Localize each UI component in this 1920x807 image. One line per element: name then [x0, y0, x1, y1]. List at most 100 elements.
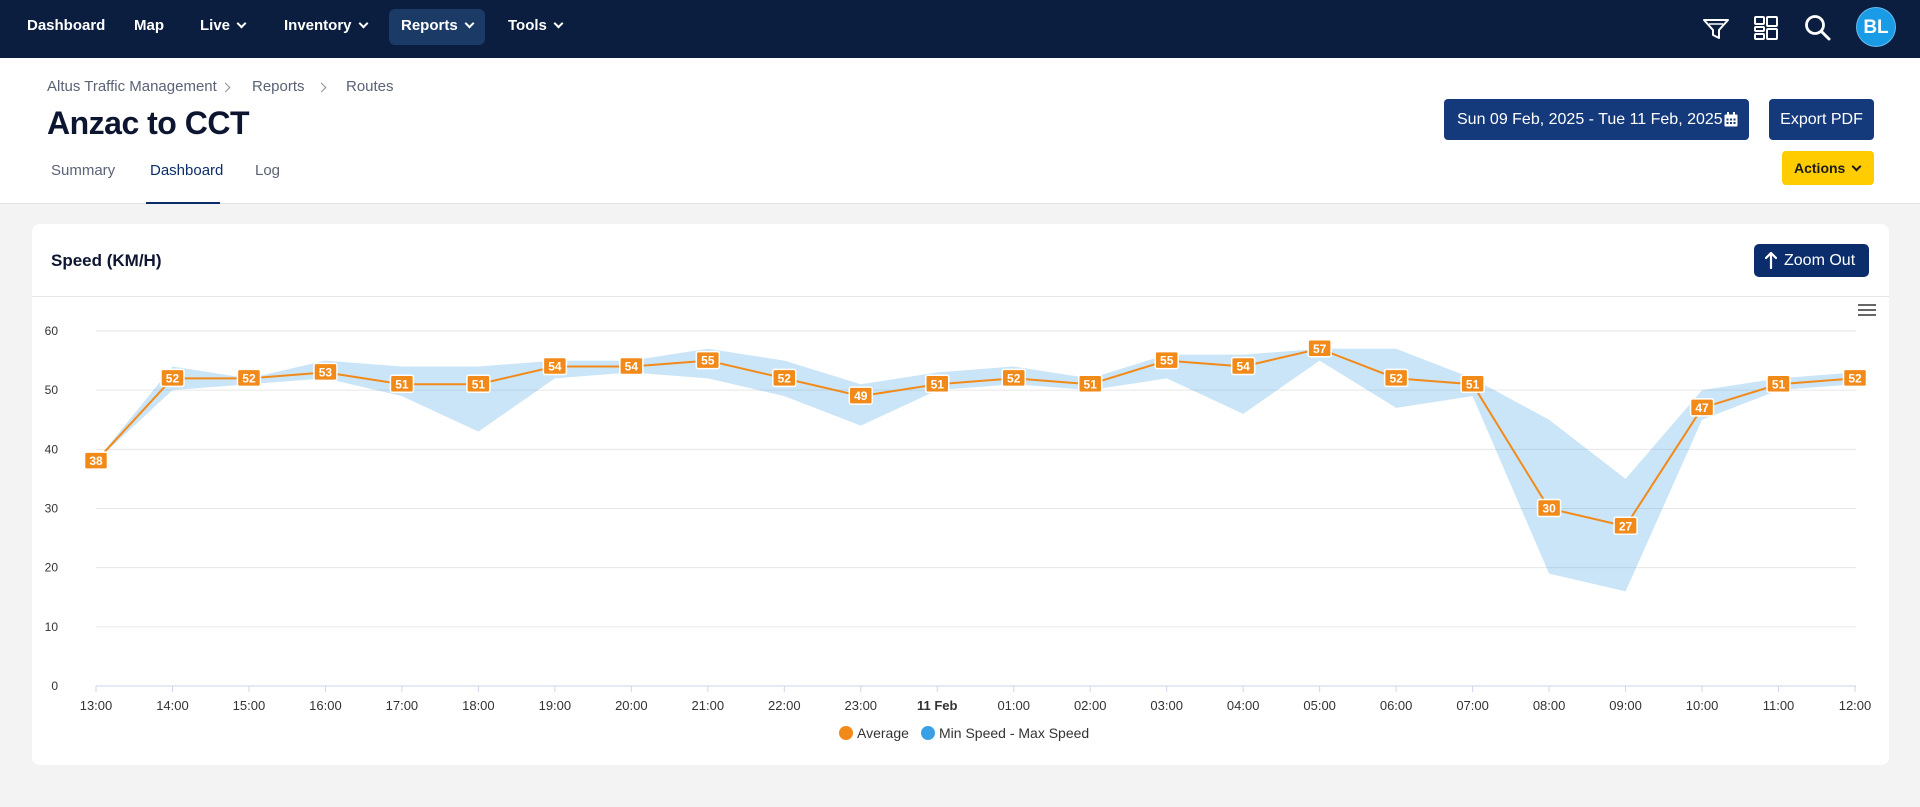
breadcrumb-altus[interactable]: Altus Traffic Management [47, 78, 217, 95]
widgets-icon[interactable] [1750, 12, 1782, 44]
average-data-label: 47 [1689, 398, 1715, 417]
x-tick-label: 14:00 [156, 698, 189, 713]
card-divider [32, 296, 1889, 297]
data-label-box [542, 356, 568, 376]
average-data-label: 51 [925, 374, 950, 393]
data-label-box [695, 350, 721, 370]
x-tick-label: 08:00 [1533, 698, 1566, 713]
average-data-label: 49 [848, 386, 874, 405]
y-tick-label: 0 [51, 679, 58, 693]
legend-item[interactable]: Min Speed - Max Speed [921, 725, 1089, 741]
nav-tools[interactable]: Tools [496, 9, 574, 45]
data-label-value: 51 [1084, 377, 1098, 391]
nav-reports[interactable]: Reports [389, 9, 485, 45]
y-tick-label: 50 [45, 383, 59, 397]
nav-dashboard[interactable]: Dashboard [15, 9, 117, 45]
average-data-label: 51 [389, 374, 415, 393]
average-data-label: 51 [1460, 374, 1485, 393]
user-avatar[interactable]: BL [1856, 7, 1896, 47]
legend-item[interactable]: Average [839, 725, 909, 741]
average-data-label: 52 [236, 368, 262, 388]
calendar-icon [1724, 112, 1738, 127]
filter-icon[interactable] [1700, 12, 1732, 44]
data-label-box [925, 374, 950, 393]
data-label-box [236, 368, 262, 388]
x-tick-label: 10:00 [1686, 698, 1719, 713]
nav-map[interactable]: Map [122, 9, 176, 45]
average-data-label: 54 [1230, 356, 1256, 376]
y-tick-label: 30 [45, 502, 59, 516]
data-label-value: 51 [1772, 377, 1786, 391]
average-data-label: 51 [1766, 374, 1791, 393]
data-label-value: 51 [395, 377, 409, 391]
average-data-label: 52 [772, 368, 797, 388]
nav-live[interactable]: Live [188, 9, 257, 45]
nav-live-label: Live [200, 17, 231, 34]
export-pdf-button[interactable]: Export PDF [1769, 99, 1874, 140]
data-label-value: 47 [1695, 401, 1709, 415]
x-tick-label: 04:00 [1227, 698, 1260, 713]
data-label-box [389, 374, 415, 393]
x-tick-label: 11:00 [1763, 698, 1795, 713]
y-tick-label: 10 [45, 620, 59, 634]
zoom-out-button[interactable]: Zoom Out [1754, 244, 1869, 277]
data-label-box [83, 451, 109, 470]
data-label-value: 52 [242, 371, 256, 385]
tab-log[interactable]: Log [255, 162, 281, 179]
breadcrumb-reports[interactable]: Reports [252, 78, 305, 95]
nav-inventory-label: Inventory [284, 17, 352, 34]
x-tick-label: 13:00 [80, 698, 113, 713]
tab-summary[interactable]: Summary [51, 162, 116, 179]
nav-reports-label: Reports [401, 17, 458, 34]
tab-dashboard[interactable]: Dashboard [150, 162, 224, 179]
actions-dropdown-button[interactable]: Actions [1782, 151, 1874, 185]
x-tick-label: 11 Feb [917, 698, 958, 713]
average-data-label: 55 [695, 350, 721, 370]
data-label-box [313, 362, 338, 382]
average-data-label: 51 [466, 374, 491, 393]
average-data-label: 51 [1077, 374, 1103, 393]
data-label-box [1154, 350, 1179, 370]
chevron-down-icon [553, 18, 564, 29]
top-navigation-bar: Dashboard Map Live Inventory Reports Too… [0, 0, 1920, 58]
average-data-label: 38 [83, 451, 109, 470]
x-tick-label: 01:00 [997, 698, 1030, 713]
x-tick-label: 23:00 [845, 698, 878, 713]
search-icon[interactable] [1802, 12, 1834, 44]
legend-label: Average [857, 725, 909, 741]
data-label-box [160, 368, 185, 388]
data-label-value: 38 [89, 454, 103, 468]
data-label-value: 49 [854, 389, 868, 403]
nav-dashboard-label: Dashboard [27, 17, 106, 34]
data-label-value: 54 [625, 360, 639, 374]
active-tab-indicator [146, 202, 220, 204]
y-tick-label: 20 [45, 561, 59, 575]
x-tick-label: 18:00 [462, 698, 495, 713]
nav-inventory[interactable]: Inventory [272, 9, 379, 45]
legend-marker [839, 726, 853, 740]
date-range-label: Sun 09 Feb, 2025 - Tue 11 Feb, 2025 [1457, 111, 1723, 128]
data-label-box [1689, 398, 1715, 417]
data-label-value: 52 [1389, 371, 1403, 385]
data-label-value: 51 [931, 377, 945, 391]
nav-tools-label: Tools [508, 17, 547, 34]
y-tick-label: 40 [45, 442, 59, 456]
data-label-value: 27 [1619, 519, 1633, 533]
chevron-down-icon [1851, 161, 1862, 172]
page-header: Altus Traffic Management Reports Routes … [0, 58, 1920, 204]
average-data-label: 55 [1154, 350, 1179, 370]
chart-menu-icon[interactable] [1858, 304, 1876, 318]
data-label-box [1307, 339, 1332, 358]
data-label-box [1766, 374, 1791, 393]
legend-marker [921, 726, 935, 740]
x-tick-label: 19:00 [539, 698, 572, 713]
legend-label: Min Speed - Max Speed [939, 725, 1089, 741]
average-speed-line [95, 347, 1856, 528]
breadcrumb-routes[interactable]: Routes [346, 78, 394, 95]
data-label-box [1842, 368, 1868, 388]
data-label-value: 52 [1007, 371, 1021, 385]
data-label-value: 53 [319, 365, 333, 379]
x-tick-label: 07:00 [1456, 698, 1489, 713]
date-range-picker[interactable]: Sun 09 Feb, 2025 - Tue 11 Feb, 2025 [1444, 99, 1749, 140]
x-tick-label: 17:00 [386, 698, 419, 713]
